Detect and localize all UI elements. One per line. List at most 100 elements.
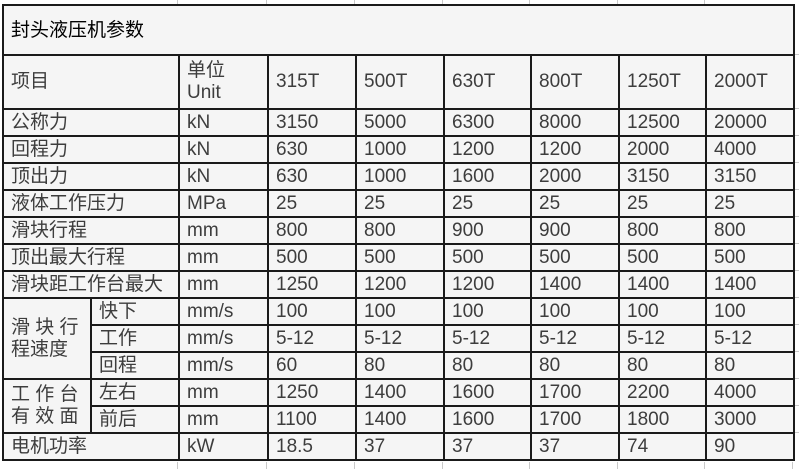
column-header-model: 800T	[530, 54, 620, 110]
value-cell: 500	[355, 243, 445, 272]
value-cell: 500	[618, 243, 707, 272]
row-group-label-slider-speed: 滑 块 行 程速度	[2, 297, 92, 380]
value-cell: 5-12	[618, 324, 707, 353]
value-cell: 100	[267, 297, 357, 326]
column-header-item: 项目	[2, 54, 180, 110]
gridline	[795, 405, 799, 406]
table-row-max-ejection-stroke: 顶出最大行程 mm 500 500 500 500 500 500	[2, 243, 796, 272]
value-cell: 100	[530, 297, 620, 326]
value-cell: 1200	[355, 270, 445, 299]
table-row-worktable-fb: 前后 mm 1100 1400 1600 1700 1800 3000	[3, 405, 796, 434]
value-cell: 500	[267, 243, 357, 272]
value-cell: 80	[355, 351, 445, 380]
row-label: 顶出力	[2, 162, 180, 191]
value-cell: 2000	[530, 162, 620, 191]
value-cell: 5000	[355, 108, 445, 137]
gridline	[795, 432, 799, 433]
gridline	[617, 0, 618, 4]
gridline	[266, 462, 267, 469]
table-row-speed-working: 工作 mm/s 5-12 5-12 5-12 5-12 5-12 5-12	[3, 324, 796, 353]
value-cell: 25	[530, 189, 620, 218]
value-cell: 500	[530, 243, 620, 272]
value-cell: 1250	[267, 270, 357, 299]
value-cell: 25	[618, 189, 707, 218]
value-cell: 1600	[443, 378, 532, 407]
column-header-model: 1250T	[618, 54, 707, 110]
table-row-speed-return: 回程 mm/s 60 80 80 80 80 80	[3, 351, 796, 380]
value-cell: 3150	[704, 162, 796, 191]
value-cell: 1000	[355, 162, 445, 191]
row-label: 滑块行程	[2, 216, 180, 245]
unit-cell: mm	[178, 405, 269, 434]
gridline	[177, 462, 178, 469]
value-cell: 60	[267, 351, 357, 380]
value-cell: 500	[704, 243, 796, 272]
value-cell: 5-12	[530, 324, 620, 353]
unit-cell: mm	[178, 216, 269, 245]
value-cell: 3150	[618, 162, 707, 191]
value-cell: 100	[355, 297, 445, 326]
value-cell: 630	[267, 162, 357, 191]
value-cell: 100	[704, 297, 796, 326]
value-cell: 100	[618, 297, 707, 326]
value-cell: 5-12	[443, 324, 532, 353]
value-cell: 3000	[704, 405, 796, 434]
value-cell: 4000	[704, 378, 796, 407]
row-label: 液体工作压力	[2, 189, 180, 218]
gridline	[442, 462, 443, 469]
value-cell: 1000	[355, 135, 445, 164]
value-cell: 25	[443, 189, 532, 218]
value-cell: 2200	[618, 378, 707, 407]
value-cell: 20000	[704, 108, 796, 137]
column-header-model: 2000T	[704, 54, 796, 110]
unit-cell: mm	[178, 378, 269, 407]
value-cell: 1600	[443, 405, 532, 434]
column-header-unit: 单位 Unit	[178, 54, 269, 110]
value-cell: 1100	[267, 405, 357, 434]
value-cell: 2000	[618, 135, 707, 164]
value-cell: 4000	[704, 135, 796, 164]
row-sublabel: 回程	[90, 351, 180, 380]
value-cell: 900	[530, 216, 620, 245]
value-cell: 5-12	[355, 324, 445, 353]
gridline	[795, 189, 799, 190]
value-cell: 25	[267, 189, 357, 218]
value-cell: 8000	[530, 108, 620, 137]
value-cell: 80	[530, 351, 620, 380]
gridline	[529, 0, 530, 4]
value-cell: 12500	[618, 108, 707, 137]
row-sublabel: 前后	[90, 405, 180, 434]
unit-cell: MPa	[178, 189, 269, 218]
gridline	[795, 243, 799, 244]
gridline	[529, 462, 530, 469]
table-title: 封头液压机参数	[1, 4, 796, 56]
value-cell: 1200	[443, 135, 532, 164]
value-cell: 1400	[618, 270, 707, 299]
row-label: 顶出最大行程	[2, 243, 180, 272]
value-cell: 500	[443, 243, 532, 272]
gridline	[795, 324, 799, 325]
table-row-working-pressure: 液体工作压力 MPa 25 25 25 25 25 25	[2, 189, 796, 218]
value-cell: 1400	[530, 270, 620, 299]
row-sublabel: 左右	[90, 378, 180, 407]
unit-cell: mm/s	[178, 297, 269, 326]
gridline	[795, 378, 799, 379]
value-cell: 25	[355, 189, 445, 218]
gridline	[617, 462, 618, 469]
value-cell: 3150	[267, 108, 357, 137]
gridline	[795, 216, 799, 217]
gridline	[795, 108, 799, 109]
gridline	[704, 0, 705, 4]
row-label: 公称力	[2, 108, 180, 137]
unit-cell: mm/s	[178, 351, 269, 380]
value-cell: 1400	[355, 378, 445, 407]
value-cell: 37	[530, 432, 620, 461]
column-header-model: 315T	[267, 54, 357, 110]
gridline	[795, 54, 799, 55]
column-header-model: 500T	[355, 54, 445, 110]
gridline	[795, 297, 799, 298]
table-row-motor-power: 电机功率 kW 18.5 37 37 37 74 90	[2, 432, 796, 461]
value-cell: 5-12	[267, 324, 357, 353]
value-cell: 1600	[443, 162, 532, 191]
value-cell: 6300	[443, 108, 532, 137]
